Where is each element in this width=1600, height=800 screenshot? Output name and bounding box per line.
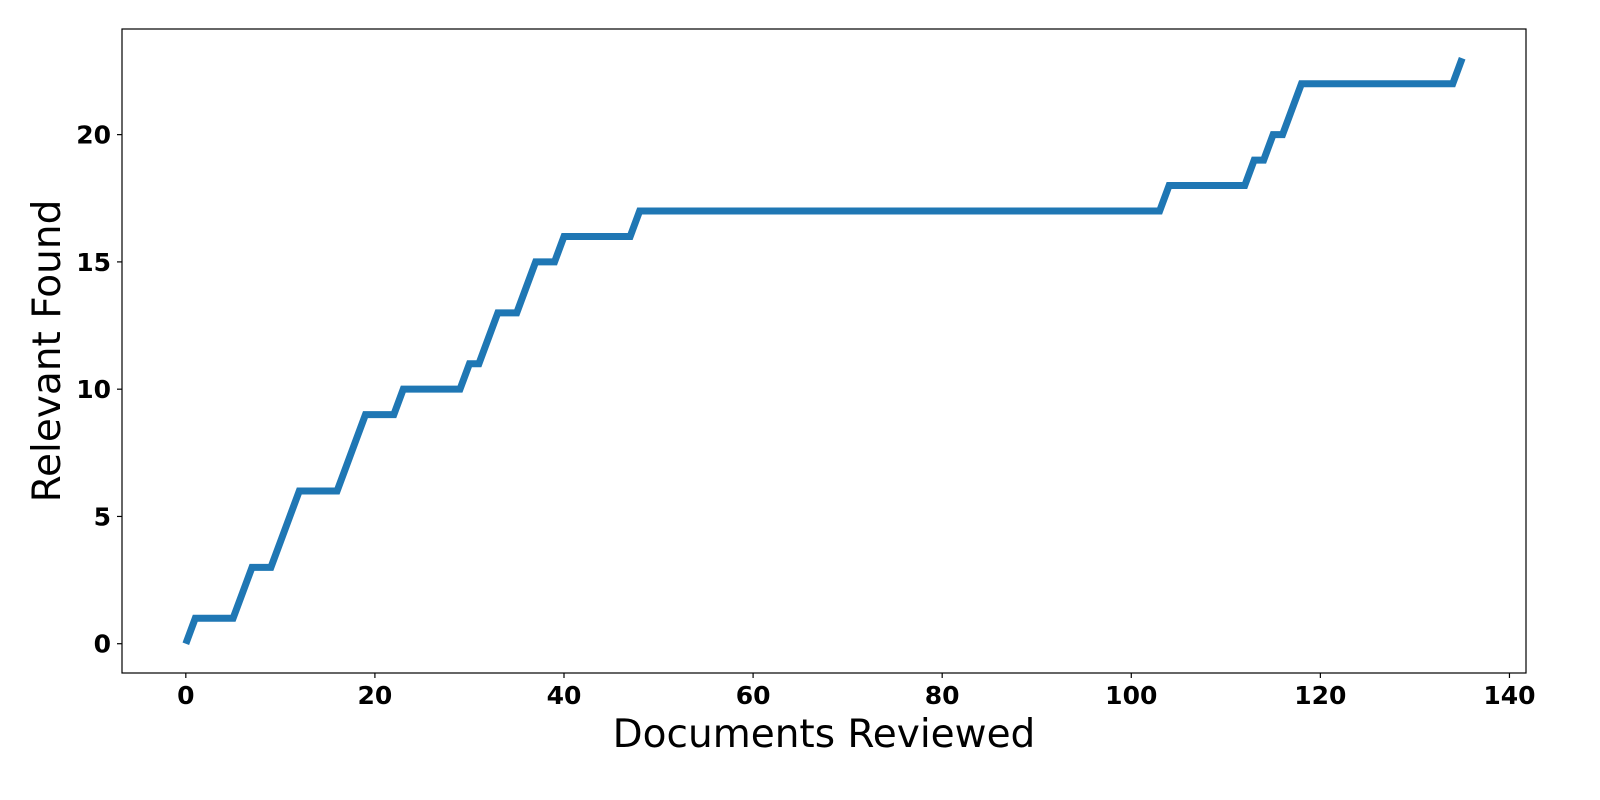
- y-tick-label: 0: [94, 630, 111, 659]
- y-axis: 0 5 10 15 20: [76, 121, 122, 659]
- x-tick-label: 100: [1105, 681, 1157, 710]
- x-axis: 0 20 40 60 80 100 120 140: [177, 673, 1536, 710]
- y-tick-label: 10: [76, 375, 111, 404]
- x-tick-label: 80: [925, 681, 960, 710]
- x-tick-label: 60: [736, 681, 771, 710]
- series-line-0: [182, 57, 1466, 645]
- x-tick-label: 120: [1294, 681, 1346, 710]
- x-tick-label: 0: [177, 681, 194, 710]
- x-tick-label: 140: [1483, 681, 1535, 710]
- plot-area: [182, 57, 1466, 645]
- y-tick-label: 20: [76, 121, 111, 150]
- y-tick-label: 5: [94, 502, 111, 531]
- plot-frame: [121, 28, 1527, 674]
- x-axis-label: Documents Reviewed: [613, 712, 1036, 757]
- x-tick-label: 20: [358, 681, 393, 710]
- y-tick-label: 15: [76, 248, 111, 277]
- x-tick-label: 40: [547, 681, 582, 710]
- y-axis-label: Relevant Found: [25, 200, 70, 503]
